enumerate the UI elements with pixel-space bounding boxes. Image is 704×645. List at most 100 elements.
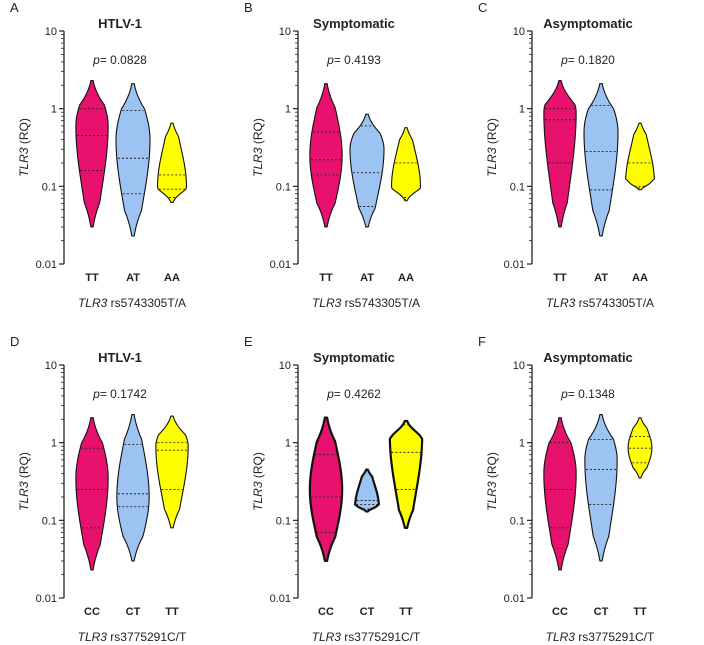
panel-title: Symptomatic <box>313 16 395 31</box>
panel-c: C Asymptomatic p= 0.1820 10 1 0.1 0.01 TLR3 (RQ… <box>478 0 655 310</box>
x-axis-gene: TLR3 <box>546 630 576 644</box>
x-category-label: AA <box>632 272 648 284</box>
y-tick-label: 0.01 <box>36 259 57 271</box>
panel-letter: F <box>478 334 486 349</box>
panel-f: F Asymptomatic p= 0.1348 10 1 0.1 0.01 TLR3 (RQ… <box>478 334 655 644</box>
violin-ct <box>354 468 380 513</box>
x-category-label: CC <box>84 606 100 618</box>
p-value: = 0.4262 <box>334 387 381 401</box>
x-axis-snp: rs3775291C/T <box>575 630 655 644</box>
p-symbol: p <box>326 53 334 67</box>
x-axis-label: TLR3 rs5743305T/A <box>78 296 186 310</box>
p-symbol: p <box>92 53 100 67</box>
y-axis-unit: (RQ) <box>485 452 499 481</box>
y-axis-unit: (RQ) <box>17 452 31 481</box>
y-tick-label: 10 <box>45 26 57 38</box>
x-category-label: TT <box>553 272 567 284</box>
y-tick-label: 1 <box>51 438 57 450</box>
y-axis-unit: (RQ) <box>485 118 499 147</box>
panel-letter: E <box>244 334 253 349</box>
violin-at <box>115 83 151 237</box>
violin-tt <box>388 419 424 529</box>
x-category-label: AT <box>126 272 140 284</box>
p-value-label: p= 0.1742 <box>92 387 147 401</box>
y-axis-unit: (RQ) <box>251 118 265 147</box>
panel-letter: C <box>478 0 487 15</box>
x-axis-gene: TLR3 <box>312 630 342 644</box>
x-category-label: AA <box>164 272 180 284</box>
panel-title: Asymptomatic <box>543 16 633 31</box>
p-value-label: p= 0.4262 <box>326 387 381 401</box>
y-axis-label: TLR3 (RQ) <box>485 118 499 177</box>
x-category-label: CT <box>594 606 609 618</box>
violin-tt <box>155 415 189 529</box>
y-tick-label: 1 <box>519 104 525 116</box>
violin-cc <box>75 417 109 571</box>
violin-aa <box>157 122 187 204</box>
y-axis-gene: TLR3 <box>17 147 31 177</box>
panel-e: E Symptomatic p= 0.4262 10 1 0.1 0.01 TLR3 (RQ)… <box>244 334 424 644</box>
x-axis-gene: TLR3 <box>312 296 342 310</box>
violin-cc <box>543 417 577 571</box>
p-value: = 0.1742 <box>100 387 147 401</box>
y-axis-unit: (RQ) <box>251 452 265 481</box>
y-tick-label: 0.1 <box>276 515 291 527</box>
p-value: = 0.1348 <box>568 387 615 401</box>
p-value-label: p= 0.4193 <box>326 53 381 67</box>
p-value: = 0.0828 <box>100 53 147 67</box>
x-category-label: CT <box>360 606 375 618</box>
x-axis-snp: rs3775291C/T <box>107 630 187 644</box>
panel-title: Asymptomatic <box>543 350 633 365</box>
p-symbol: p <box>560 387 568 401</box>
y-axis-gene: TLR3 <box>485 147 499 177</box>
y-axis-gene: TLR3 <box>485 481 499 511</box>
x-axis-gene: TLR3 <box>78 296 108 310</box>
y-tick-label: 0.01 <box>504 593 525 605</box>
x-axis-label: TLR3 rs3775291C/T <box>546 630 655 644</box>
x-axis-snp: rs5743305T/A <box>575 296 654 310</box>
y-tick-label: 0.1 <box>510 181 525 193</box>
y-axis-gene: TLR3 <box>251 147 265 177</box>
p-symbol: p <box>326 387 334 401</box>
y-tick-label: 0.1 <box>276 181 291 193</box>
x-axis-snp: rs5743305T/A <box>107 296 186 310</box>
y-tick-label: 1 <box>285 104 291 116</box>
y-tick-label: 0.1 <box>510 515 525 527</box>
y-tick-label: 10 <box>279 360 291 372</box>
p-value-label: p= 0.1348 <box>560 387 615 401</box>
violin-ct <box>116 414 150 562</box>
panel-letter: B <box>244 0 253 15</box>
y-tick-label: 1 <box>285 438 291 450</box>
panel-a: A HTLV-1 p= 0.0828 10 1 0.1 0.01 TLR3 (RQ) TT AT A… <box>10 0 187 310</box>
x-category-label: TT <box>85 272 99 284</box>
violin-tt <box>309 83 343 228</box>
y-tick-label: 1 <box>519 438 525 450</box>
y-tick-label: 0.01 <box>270 593 291 605</box>
y-axis-gene: TLR3 <box>17 481 31 511</box>
y-tick-label: 0.1 <box>42 515 57 527</box>
violin-aa <box>625 122 655 191</box>
x-axis-label: TLR3 rs5743305T/A <box>312 296 420 310</box>
x-axis-label: TLR3 rs3775291C/T <box>312 630 421 644</box>
y-tick-label: 10 <box>45 360 57 372</box>
y-tick-label: 1 <box>51 104 57 116</box>
p-value: = 0.4193 <box>334 53 381 67</box>
x-axis-label: TLR3 rs3775291C/T <box>78 630 187 644</box>
y-axis-label: TLR3 (RQ) <box>17 452 31 511</box>
x-category-label: TT <box>399 606 413 618</box>
violin-tt <box>627 417 653 479</box>
panel-letter: D <box>10 334 19 349</box>
panel-d: D HTLV-1 p= 0.1742 10 1 0.1 0.01 TLR3 (RQ) CC CT T… <box>10 334 189 644</box>
y-axis-label: TLR3 (RQ) <box>485 452 499 511</box>
y-tick-label: 0.01 <box>36 593 57 605</box>
panel-title: HTLV-1 <box>98 350 142 365</box>
x-category-label: TT <box>319 272 333 284</box>
panel-letter: A <box>10 0 19 15</box>
violin-at <box>583 83 619 237</box>
p-value: = 0.1820 <box>568 53 615 67</box>
y-tick-label: 10 <box>279 26 291 38</box>
y-axis-label: TLR3 (RQ) <box>251 118 265 177</box>
x-category-label: AT <box>594 272 608 284</box>
violin-at <box>349 113 385 228</box>
